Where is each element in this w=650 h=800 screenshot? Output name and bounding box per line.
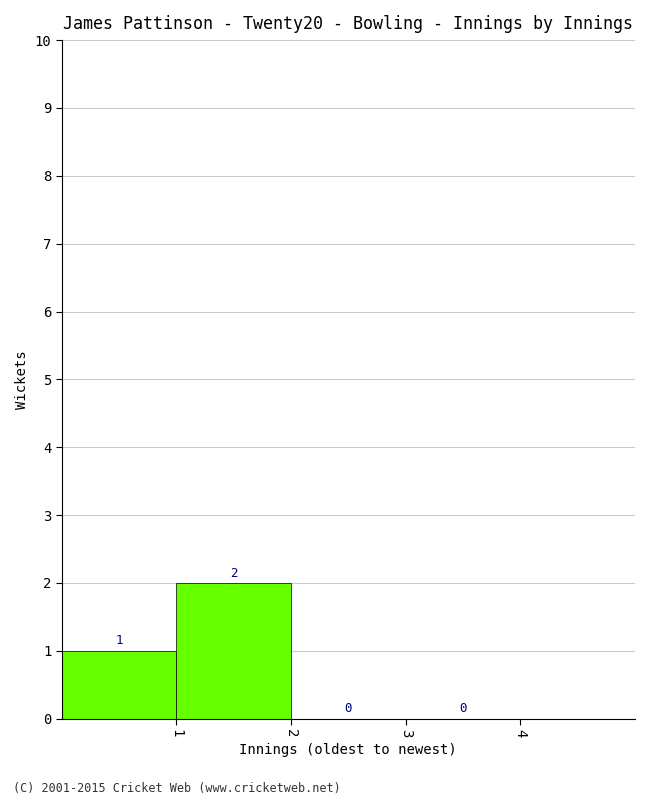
Text: 2: 2 [230, 566, 237, 579]
Y-axis label: Wickets: Wickets [15, 350, 29, 409]
Text: 0: 0 [344, 702, 352, 715]
Text: (C) 2001-2015 Cricket Web (www.cricketweb.net): (C) 2001-2015 Cricket Web (www.cricketwe… [13, 782, 341, 795]
X-axis label: Innings (oldest to newest): Innings (oldest to newest) [239, 743, 457, 757]
Bar [176, 583, 291, 718]
Text: 1: 1 [115, 634, 123, 647]
Text: 0: 0 [460, 702, 467, 715]
Bar [62, 650, 176, 718]
Title: James Pattinson - Twenty20 - Bowling - Innings by Innings: James Pattinson - Twenty20 - Bowling - I… [63, 15, 633, 33]
